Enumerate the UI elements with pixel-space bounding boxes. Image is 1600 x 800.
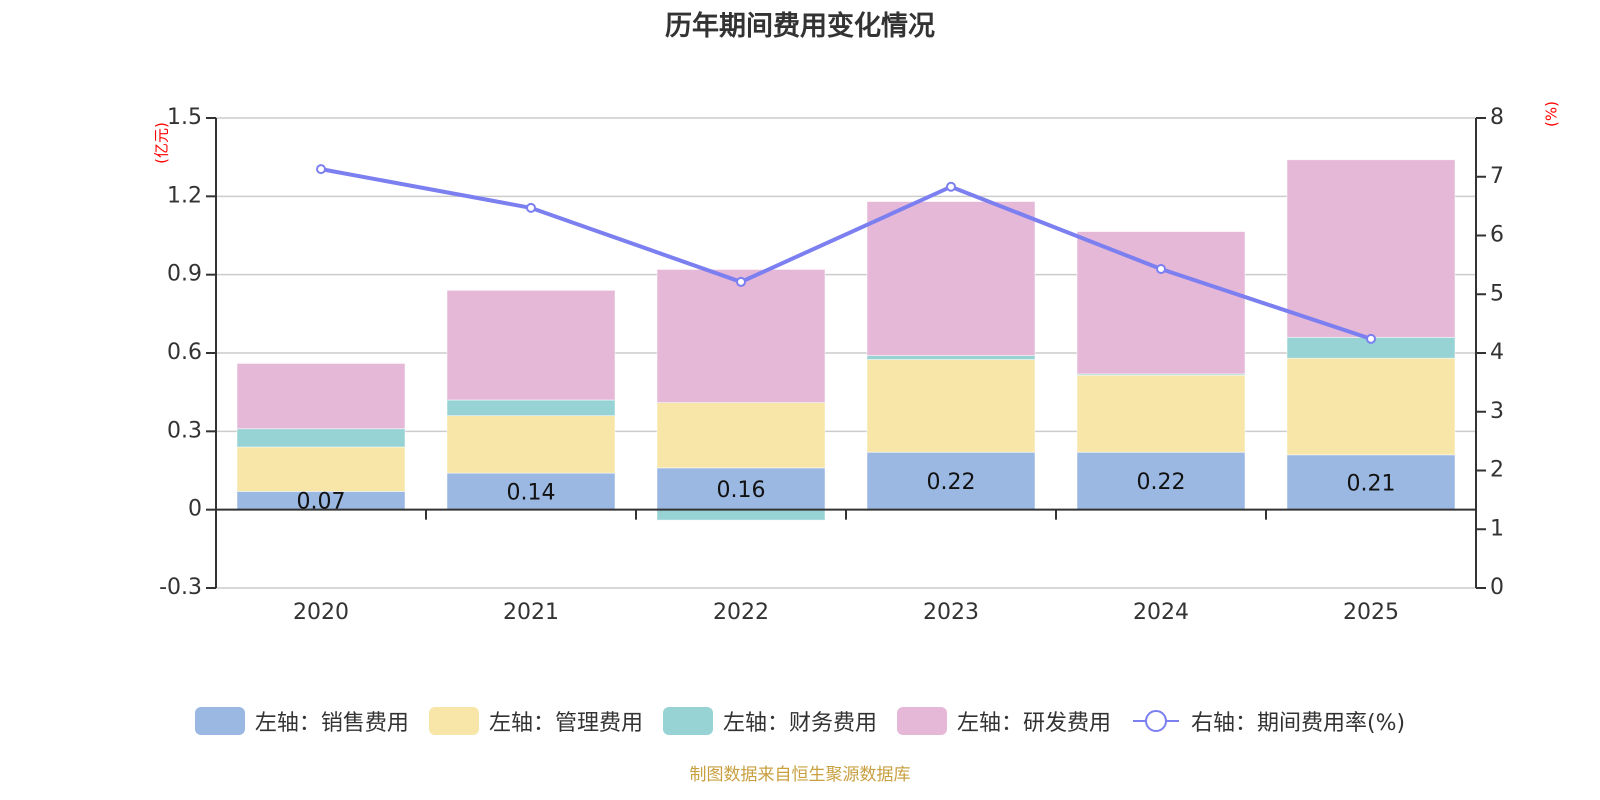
bar-segment (236, 428, 406, 448)
bar-segment (446, 415, 616, 474)
left-axis-tick-label: 1.2 (167, 183, 202, 208)
legend-label: 左轴：财务费用 (722, 711, 877, 736)
rate-line-series (316, 164, 1376, 344)
legend-swatch-rnd (896, 707, 947, 735)
right-axis-tick-label: 1 (1490, 516, 1504, 541)
right-axis-tick-label: 3 (1490, 399, 1504, 424)
left-axis-tick-label: 0.9 (167, 262, 202, 287)
right-axis-tick-label: 6 (1490, 223, 1504, 248)
legend-label: 左轴：管理费用 (488, 711, 643, 736)
legend-label: 左轴：销售费用 (254, 711, 409, 736)
right-axis-tick-label: 7 (1490, 164, 1504, 189)
x-axis-tick-label: 2025 (1343, 600, 1399, 625)
x-axis-tick-label: 2020 (293, 600, 349, 625)
data-label: 0.22 (927, 470, 976, 495)
x-axis-tick-label: 2024 (1133, 600, 1189, 625)
left-axis-tick-label: 1.5 (167, 105, 202, 130)
legend-item-rnd[interactable]: 左轴：研发费用 (896, 705, 1111, 737)
bar-segment (446, 399, 616, 417)
line-marker-icon (1132, 710, 1179, 732)
legend-item-finance[interactable]: 左轴：财务费用 (662, 705, 877, 737)
bar-segment (866, 355, 1036, 360)
data-label: 0.14 (507, 480, 556, 505)
bar-segment (1286, 454, 1456, 511)
grid-lines (216, 117, 1476, 589)
left-axis-unit-label: (亿元) (153, 122, 171, 164)
bar-segment (1076, 231, 1246, 375)
data-label: 0.07 (297, 490, 346, 515)
legend-swatch-sales (194, 707, 245, 735)
legend: 左轴：销售费用 左轴：管理费用 左轴：财务费用 左轴：研发费用 右轴：期间费用率… (0, 705, 1600, 737)
bar-segment (236, 446, 406, 492)
x-axis-tick-label: 2022 (713, 600, 769, 625)
rate-point (316, 164, 326, 175)
legend-label: 左轴：研发费用 (956, 711, 1111, 736)
bar-segment (446, 472, 616, 511)
legend-item-admin[interactable]: 左轴：管理费用 (428, 705, 643, 737)
bar-segment (866, 201, 1036, 357)
rate-point (1156, 263, 1166, 274)
legend-swatch-admin (428, 707, 479, 735)
legend-item-rate[interactable]: 右轴：期间费用率(%) (1131, 705, 1405, 737)
legend-item-sales[interactable]: 左轴：销售费用 (194, 705, 409, 737)
right-axis-tick-label: 5 (1490, 281, 1504, 306)
bar-series (236, 159, 1456, 521)
chart-title: 历年期间费用变化情况 (665, 11, 935, 42)
right-axis-tick-label: 4 (1490, 340, 1504, 365)
bar-segment (656, 402, 826, 469)
right-axis-tick-label: 0 (1490, 575, 1504, 600)
source-footer: 制图数据来自恒生聚源数据库 (689, 765, 911, 785)
rate-point (946, 181, 956, 192)
legend-label: 右轴：期间费用率(%) (1190, 711, 1406, 736)
bar-segment (1286, 357, 1456, 456)
x-axis-tick-label: 2023 (923, 600, 979, 625)
rate-point (736, 276, 746, 287)
legend-swatch-finance (662, 707, 713, 735)
data-label: 0.16 (717, 478, 766, 503)
right-axis-unit-label: (%) (1543, 101, 1561, 127)
bar-segment (656, 509, 826, 521)
left-axis-tick-label: 0 (188, 497, 202, 522)
bar-segment (446, 289, 616, 401)
rate-point (1366, 333, 1376, 344)
data-labels: 0.07 0.14 0.16 0.22 0.22 0.21 (297, 470, 1396, 515)
left-axis-tick-label: -0.3 (159, 575, 202, 600)
right-axis-tick-label: 8 (1490, 105, 1504, 130)
left-axis-tick-label: 0.3 (167, 418, 202, 443)
data-label: 0.21 (1347, 471, 1396, 496)
x-axis-tick-label: 2021 (503, 600, 559, 625)
bar-segment (1076, 374, 1246, 453)
bar-segment (656, 269, 826, 404)
bar-segment (236, 363, 406, 430)
bar-segment (866, 359, 1036, 453)
data-label: 0.22 (1137, 470, 1186, 495)
right-axis-tick-label: 2 (1490, 458, 1504, 483)
axes: -0.3 0 0.3 0.6 0.9 1.2 1.5 0 1 2 3 4 5 6 7 8 2020 2021 202… (159, 105, 1504, 625)
bar-segment (1286, 159, 1456, 338)
rate-line (320, 167, 1372, 341)
rate-point (526, 202, 536, 213)
left-axis-tick-label: 0.6 (167, 340, 202, 365)
